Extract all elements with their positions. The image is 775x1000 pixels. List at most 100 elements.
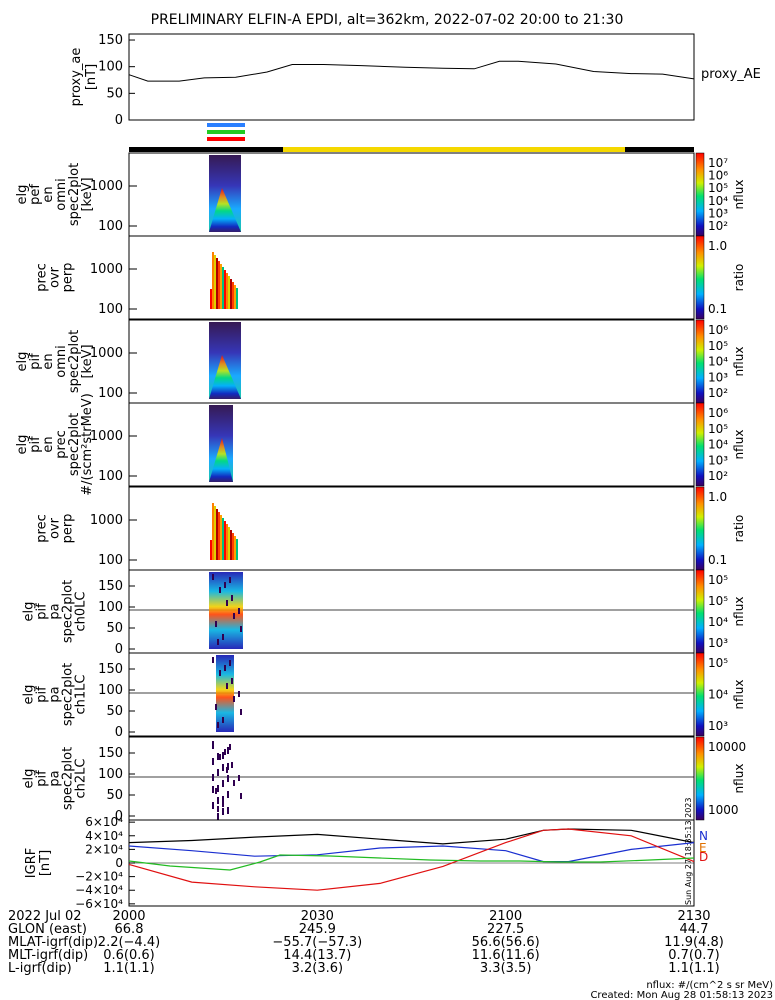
xaxis-value: 56.6(56.6) (472, 935, 540, 950)
ytick-label: 1000 (90, 179, 123, 194)
ytick-label: 100 (98, 553, 123, 568)
ylabel-line: omni (54, 178, 69, 210)
xaxis-value: 245.9 (299, 922, 336, 937)
igrf-e-line (128, 842, 695, 863)
xaxis-value: 3.2(3.6) (292, 961, 344, 976)
ylabel-line: [keV] (80, 344, 95, 378)
ytick-label: 1000 (90, 262, 123, 277)
ae-ytick-label: 150 (98, 33, 123, 48)
ytick-label: 50 (106, 788, 123, 803)
igrf-ytick-label: −4×10⁴ (75, 883, 123, 897)
ylabel-line: pif (35, 686, 50, 703)
colorbar-tick: 1.0 (708, 239, 727, 253)
colorbar-label: nflux (732, 347, 746, 377)
ylabel-line: [keV] (80, 177, 95, 211)
colorbar-tick: 10² (708, 386, 728, 400)
footer-units: nflux: #/(cm^2 s sr MeV) (646, 980, 773, 991)
ylabel-line: #/(scm²strMeV) (80, 393, 95, 496)
ylabel-line: pif (35, 770, 50, 787)
spectrogram-data (209, 322, 241, 399)
igrf-ytick-label: −6×10⁴ (75, 897, 123, 911)
panel-p8: 150100500elgpifpaspec2plotch2LC100001000… (22, 736, 746, 824)
colorbar-tick: 10³ (708, 370, 728, 384)
colorbar-label: ratio (732, 264, 746, 292)
spectrogram-data (212, 741, 242, 820)
ytick-label: 0 (115, 642, 123, 657)
igrf-d-line (128, 828, 695, 891)
ytick-label: 0 (115, 725, 123, 740)
ylabel-line: ovr (48, 517, 63, 539)
colorbar-label: nflux (732, 680, 746, 710)
ylabel-line: spec2plot (61, 663, 76, 726)
xaxis-row-glon: GLON (east) (8, 922, 87, 937)
colorbar-p6: 10⁵ 10⁵ 10⁴ 10³ nflux (695, 569, 746, 654)
xaxis-value: 227.5 (487, 922, 524, 937)
ae-ytick-label: 0 (115, 113, 123, 128)
igrf-ytick-label: 4×10⁴ (85, 829, 123, 843)
ylabel-line: pef (28, 184, 43, 205)
igrf-legend-e: E (699, 841, 707, 855)
ylabel-line: elg (15, 185, 30, 205)
colorbar-tick: 10⁵ (708, 181, 728, 195)
xaxis-value: −55.7(−57.3) (272, 935, 362, 950)
colorbar-p5: 1.0 0.1 ratio (695, 486, 746, 571)
ylabel-line: spec2plot (61, 747, 76, 810)
colorbar-tick: 10⁴ (708, 615, 728, 629)
red-marker (207, 137, 245, 141)
colorbar-label: nflux (732, 430, 746, 460)
xaxis-row-date: 2022 Jul 02 (8, 909, 82, 924)
colorbar-tick: 10³ (708, 206, 728, 220)
xaxis-value: 11.6(11.6) (472, 948, 540, 963)
panel-p3: 1000100elgpifenomnispec2plot[keV]10⁶10⁵1… (15, 319, 746, 404)
xaxis-value: 0.6(0.6) (103, 948, 155, 963)
igrf-ytick-label: 2×10⁴ (85, 842, 123, 856)
igrf-ytick-label: 6×10⁴ (85, 815, 123, 829)
colorbar-tick: 10⁶ (708, 169, 728, 183)
panel-p4: 1000 100 elgpifenprecspec2plot#/(scm²strMe… (15, 393, 746, 496)
spectrogram-data (209, 405, 233, 482)
ylabel-line: ch2LC (74, 759, 89, 799)
ae-ytick-label: 50 (106, 86, 123, 101)
colorbar-label: nflux (732, 597, 746, 627)
ylabel-line: prec (35, 263, 50, 291)
ylabel-line: spec2plot (61, 580, 76, 643)
ytick-label: 100 (98, 386, 123, 401)
proxy-ae-legend: proxy_AE (701, 67, 761, 82)
proxy-ae-ylabel-2: [nT] (84, 64, 99, 90)
xaxis-value: 14.4(13.7) (283, 948, 351, 963)
ytick-label: 100 (98, 219, 123, 234)
colorbar-tick: 10⁴ (708, 355, 728, 369)
spectrogram-data (212, 655, 242, 732)
xaxis-row-mlt: MLT-igrf(dip) (8, 948, 88, 963)
ytick-label: 50 (106, 621, 123, 636)
ytick-label: 100 (98, 683, 123, 698)
ylabel-line: ch1LC (74, 675, 89, 715)
ylabel-line: elg (22, 769, 37, 789)
colorbar-tick: 10³ (708, 636, 728, 650)
colorbar-tick: 10⁶ (708, 406, 728, 420)
xaxis-annotations: 2022 Jul 02 GLON (east) MLAT-igrf(dip) M… (8, 909, 724, 976)
colorbar-tick: 10⁴ (708, 438, 728, 452)
spectrogram-data (209, 572, 243, 649)
orbit-bar-yellow (283, 147, 625, 152)
side-timestamp: Sun Aug 27 18:35:13 2023 (684, 798, 693, 905)
ylabel-line: pa (48, 603, 63, 619)
footer-created: Created: Mon Aug 28 01:58:13 2023 (590, 990, 773, 1000)
ylabel-line: en (41, 436, 56, 452)
ytick-label: 100 (98, 767, 123, 782)
xaxis-value: 1.1(1.1) (668, 961, 720, 976)
ytick-label: 1000 (90, 429, 123, 444)
ylabel-line: spec2plot (67, 163, 82, 226)
ylabel-line: perp (61, 263, 76, 293)
colorbar-tick: 10⁵ (708, 573, 728, 587)
colorbar-tick: 10² (708, 469, 728, 483)
xaxis-value: 44.7 (680, 922, 709, 937)
colorbar-tick: 1000 (708, 803, 739, 817)
spectrogram-data (209, 155, 241, 232)
ytick-label: 50 (106, 704, 123, 719)
